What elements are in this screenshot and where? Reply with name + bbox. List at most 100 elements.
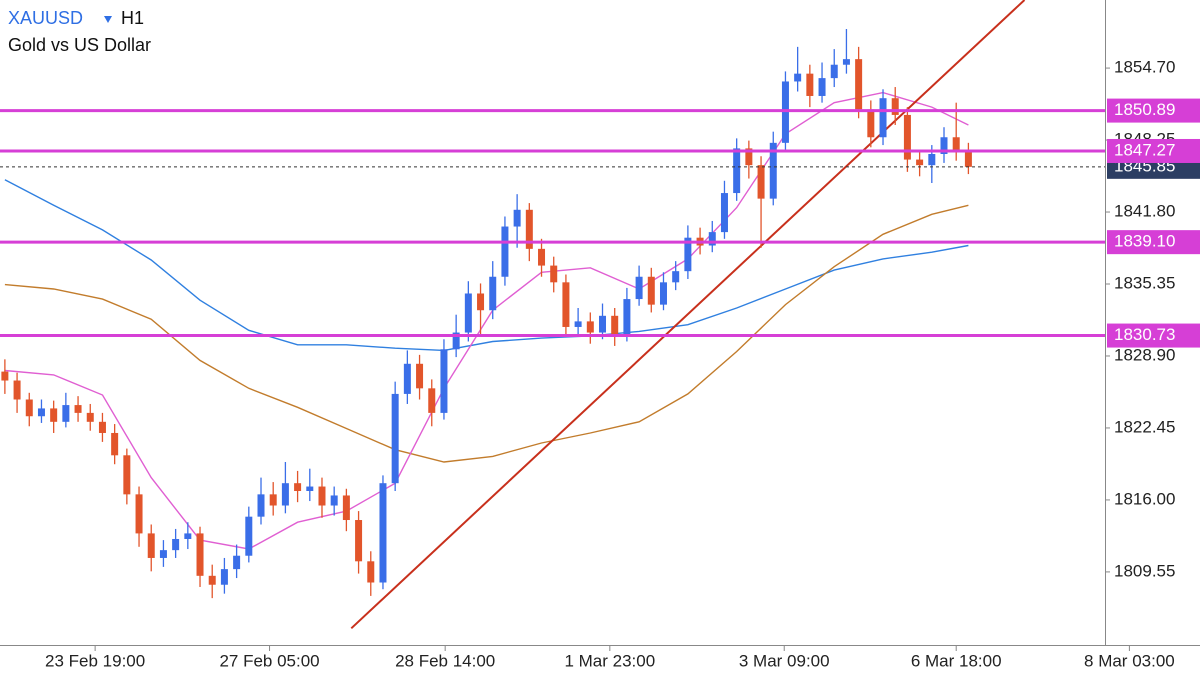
candle-body xyxy=(720,193,728,233)
trendline xyxy=(350,0,1026,630)
candle-body xyxy=(623,299,631,335)
symbol[interactable]: XAUUSD xyxy=(8,8,83,28)
candle-body xyxy=(269,494,277,506)
candle-body xyxy=(416,363,424,389)
candle-body xyxy=(111,432,119,456)
x-tick-label: 23 Feb 19:00 xyxy=(45,651,145,670)
candle-body xyxy=(391,393,399,484)
candle-body xyxy=(123,455,131,495)
candle-body xyxy=(403,363,411,394)
candle-body xyxy=(647,276,655,305)
candle-body xyxy=(586,321,594,333)
candle-body xyxy=(891,98,899,115)
y-tick-label: 1841.80 xyxy=(1114,202,1175,221)
candle-body xyxy=(25,399,33,417)
candle-body xyxy=(879,98,887,138)
axes: 1854.701848.251841.801835.351828.901822.… xyxy=(45,58,1200,670)
x-tick-label: 27 Feb 05:00 xyxy=(219,651,319,670)
candle-body xyxy=(842,59,850,65)
candle-body xyxy=(501,226,509,277)
candle-body xyxy=(62,405,70,422)
candle-body xyxy=(550,265,558,283)
candle-body xyxy=(794,73,802,82)
x-tick-label: 1 Mar 23:00 xyxy=(564,651,655,670)
candle-body xyxy=(257,494,265,517)
candle-body xyxy=(147,533,155,558)
candle-body xyxy=(86,412,94,422)
level-box xyxy=(1107,230,1200,255)
candle-body xyxy=(233,555,241,570)
timeframe[interactable]: H1 xyxy=(121,8,144,28)
candle-body xyxy=(513,209,521,227)
candle-body xyxy=(733,148,741,194)
candle-body xyxy=(659,282,667,305)
moving-average xyxy=(4,179,969,352)
level-box xyxy=(1107,138,1200,163)
y-tick-label: 1835.35 xyxy=(1114,273,1175,292)
candle-body xyxy=(903,114,911,160)
candle-body xyxy=(818,78,826,96)
candle-body xyxy=(452,332,460,350)
candle-body xyxy=(428,388,436,413)
y-tick-label: 1822.45 xyxy=(1114,417,1175,436)
x-tick-label: 3 Mar 09:00 xyxy=(739,651,830,670)
candle-body xyxy=(184,533,192,539)
candle-body xyxy=(916,159,924,166)
x-tick-label: 28 Feb 14:00 xyxy=(395,651,495,670)
candle-body xyxy=(330,495,338,506)
candle-body xyxy=(196,533,204,576)
level-label: 1850.89 xyxy=(1114,100,1175,119)
candle-body xyxy=(867,109,875,138)
candle-body xyxy=(964,151,972,167)
candle-body xyxy=(440,349,448,413)
candle-body xyxy=(464,293,472,333)
level-box xyxy=(1107,98,1200,123)
candle-body xyxy=(50,408,58,422)
candle-body xyxy=(635,276,643,300)
level-box xyxy=(1107,323,1200,348)
candle-body xyxy=(245,516,253,556)
candle-body xyxy=(757,165,765,199)
symbol-dropdown[interactable] xyxy=(104,16,112,23)
x-tick-label: 8 Mar 03:00 xyxy=(1084,651,1175,670)
y-tick-label: 1854.70 xyxy=(1114,58,1175,77)
candle-body xyxy=(599,315,607,333)
candle-body xyxy=(159,550,167,558)
candle-body xyxy=(781,81,789,143)
candle-body xyxy=(281,483,289,506)
candle-body xyxy=(342,495,350,521)
candle-body xyxy=(830,64,838,79)
candle-body xyxy=(135,494,143,534)
candle-body xyxy=(379,483,387,583)
moving-average xyxy=(4,204,969,463)
candle-body xyxy=(1,371,9,381)
candle-body xyxy=(952,137,960,152)
candle-body xyxy=(318,486,326,506)
level-label: 1847.27 xyxy=(1114,140,1175,159)
candle-body xyxy=(208,575,216,585)
candle-body xyxy=(294,483,302,492)
candle-body xyxy=(37,408,45,417)
candle-body xyxy=(98,421,106,433)
candle-body xyxy=(611,315,619,335)
candle-body xyxy=(74,405,82,413)
candle-body xyxy=(574,321,582,327)
subtitle: Gold vs US Dollar xyxy=(8,35,151,55)
level-label: 1839.10 xyxy=(1114,232,1175,251)
y-tick-label: 1809.55 xyxy=(1114,561,1175,580)
candle-body xyxy=(940,137,948,154)
level-label: 1830.73 xyxy=(1114,325,1175,344)
candle-body xyxy=(13,380,21,400)
candle-body xyxy=(367,561,375,583)
candle-body xyxy=(477,293,485,311)
candle-body xyxy=(708,232,716,246)
candle-body xyxy=(928,153,936,166)
candle-body xyxy=(855,59,863,110)
candle-body xyxy=(745,148,753,166)
plot-area xyxy=(0,0,1105,630)
y-tick-label: 1816.00 xyxy=(1114,489,1175,508)
candle-body xyxy=(489,276,497,311)
candle-body xyxy=(769,142,777,199)
